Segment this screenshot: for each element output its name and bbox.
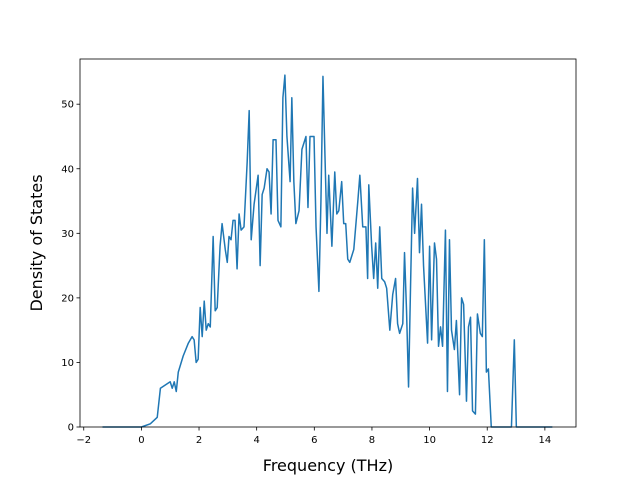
x-tick-label: 4 bbox=[253, 435, 259, 446]
y-tick-label: 50 bbox=[61, 100, 74, 111]
x-tick-label: 8 bbox=[369, 435, 375, 446]
x-tick-label: 14 bbox=[539, 435, 552, 446]
plot-frame bbox=[79, 58, 577, 428]
y-tick-label: 30 bbox=[61, 229, 74, 240]
x-tick-label: −2 bbox=[76, 435, 91, 446]
y-tick-label: 20 bbox=[61, 293, 74, 304]
dos-line bbox=[102, 74, 553, 428]
y-tick-label: 10 bbox=[61, 358, 74, 369]
x-tick-label: 0 bbox=[138, 435, 144, 446]
x-axis-label: Frequency (THz) bbox=[263, 456, 393, 475]
x-tick-label: 12 bbox=[481, 435, 494, 446]
y-axis-label: Density of States bbox=[27, 174, 46, 311]
x-tick-label: 2 bbox=[196, 435, 202, 446]
x-tick-label: 6 bbox=[311, 435, 317, 446]
y-tick-label: 40 bbox=[61, 164, 74, 175]
x-tick-label: 10 bbox=[423, 435, 436, 446]
y-tick-label: 0 bbox=[68, 423, 74, 434]
